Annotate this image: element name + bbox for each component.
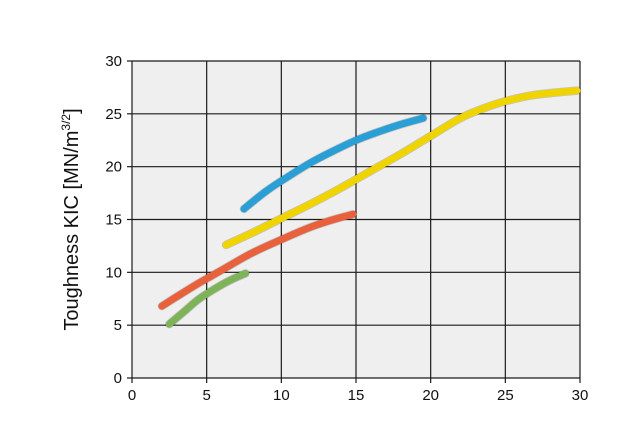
y-tick-label: 30	[105, 53, 122, 70]
tick-labels: 0 5 10 15 20 25 30 0 5 10 15 20 25 30	[105, 53, 588, 404]
y-tick-label: 10	[105, 264, 122, 281]
x-tick-label: 0	[128, 387, 136, 404]
y-tick-label: 25	[105, 106, 122, 123]
y-tick-label: 15	[105, 212, 122, 229]
x-tick-label: 20	[422, 387, 439, 404]
x-tick-label: 5	[202, 387, 210, 404]
y-tick-label: 20	[105, 159, 122, 176]
series-line-1	[240, 114, 427, 213]
x-tick-label: 25	[497, 387, 514, 404]
grid	[127, 60, 581, 383]
y-tick-label: 5	[114, 317, 122, 334]
x-tick-label: 30	[572, 387, 589, 404]
series-line-4	[165, 269, 249, 328]
x-tick-label: 10	[273, 387, 290, 404]
series-line-3	[158, 210, 357, 310]
x-tick-label: 15	[348, 387, 365, 404]
series-lines	[157, 86, 582, 329]
series-line-2	[222, 87, 581, 249]
y-tick-label: 0	[114, 370, 122, 387]
y-axis-title: Toughness KIC [MN/m3/2]	[59, 108, 83, 330]
